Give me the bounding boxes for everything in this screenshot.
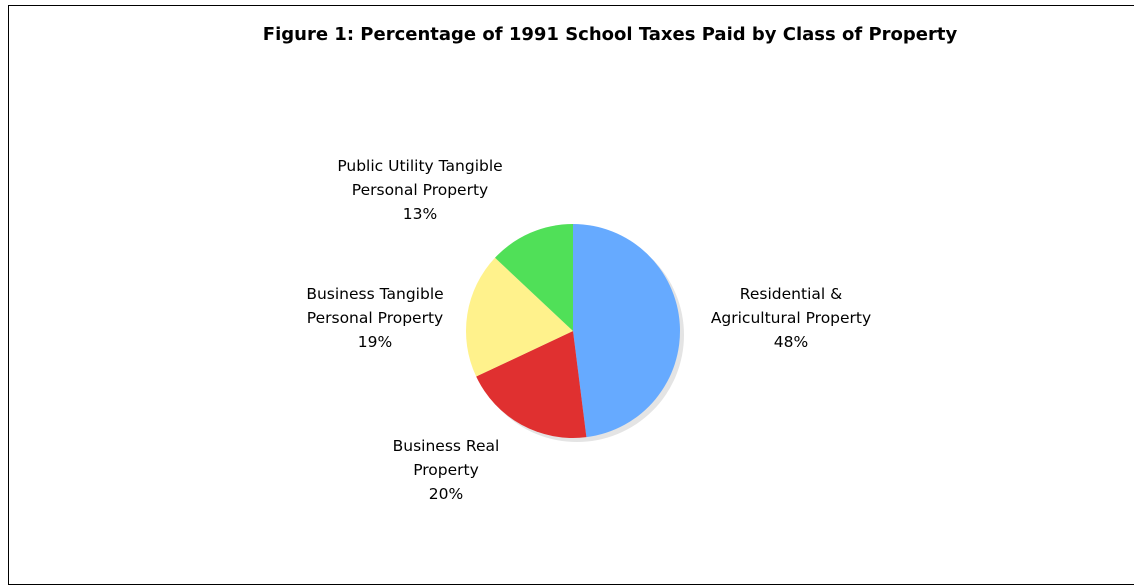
slice-name: Residential & Agricultural Property [710,285,872,327]
slice-name: Business Real Property [392,437,500,479]
slice-label: Business Tangible Personal Property 19% [280,282,470,354]
slice-name: Public Utility Tangible Personal Propert… [337,157,503,199]
pie-slice [573,224,680,438]
page: {"chart_data": {"type": "pie", "title": … [8,5,1134,585]
slice-value: 13% [402,205,438,223]
pie-slice [495,224,573,331]
pie-slice [465,257,573,377]
slice-value: 48% [773,333,809,351]
pie-slice [476,331,587,438]
slice-label: Public Utility Tangible Personal Propert… [305,154,535,226]
slice-value: 19% [357,333,393,351]
slice-name: Business Tangible Personal Property [306,285,444,327]
slice-label: Residential & Agricultural Property 48% [696,282,886,354]
slice-value: 20% [428,485,464,503]
chart-title: Figure 1: Percentage of 1991 School Taxe… [262,24,958,45]
slice-label: Business Real Property 20% [376,434,516,506]
chart [465,224,684,442]
